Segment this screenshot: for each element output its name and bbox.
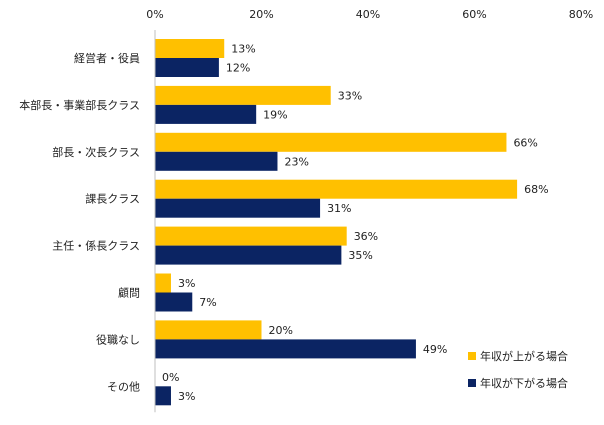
- data-label: 23%: [284, 155, 308, 168]
- category-axis: 経営者・役員本部長・事業部長クラス部長・次長クラス課長クラス主任・係長クラス顧問…: [19, 51, 140, 393]
- bar-increase: [155, 132, 507, 152]
- category-label: 部長・次長クラス: [52, 145, 140, 159]
- bar-decrease: [155, 104, 257, 124]
- bar-decrease: [155, 292, 193, 312]
- data-label: 7%: [199, 296, 216, 309]
- category-label: 経営者・役員: [74, 51, 140, 65]
- bar-decrease: [155, 198, 321, 218]
- category-label: 主任・係長クラス: [52, 240, 140, 253]
- category-label: 課長クラス: [85, 192, 140, 206]
- data-label: 3%: [178, 277, 195, 290]
- category-label: 本部長・事業部長クラス: [19, 98, 140, 112]
- bar-decrease: [155, 386, 171, 406]
- data-label: 20%: [269, 324, 293, 337]
- data-label: 35%: [348, 249, 372, 262]
- bar-increase: [155, 179, 518, 199]
- bar-increase: [155, 273, 171, 293]
- bar-decrease: [155, 245, 342, 265]
- bar-increase: [155, 39, 225, 58]
- legend-swatch: [468, 352, 476, 360]
- data-label: 31%: [327, 202, 351, 215]
- bar-increase: [155, 85, 331, 105]
- data-label: 0%: [162, 371, 179, 384]
- bar-decrease: [155, 151, 278, 171]
- data-label: 36%: [354, 230, 378, 243]
- x-tick-label: 40%: [356, 8, 380, 21]
- bar-increase: [155, 226, 347, 246]
- data-label: 12%: [226, 62, 250, 75]
- data-label: 19%: [263, 108, 287, 121]
- data-label: 68%: [524, 183, 548, 196]
- category-label: 役職なし: [96, 332, 140, 346]
- data-labels: 13% 12% 33% 19% 66% 23% 68% 31% 36% 35% 3% 7% 20% 49%…: [162, 43, 549, 403]
- legend-swatch: [468, 379, 476, 387]
- x-axis-ticks: 0% 20% 40% 60% 80%: [146, 8, 593, 21]
- data-label: 49%: [423, 343, 447, 356]
- bar-increase: [155, 320, 262, 340]
- legend-label: 年収が上がる場合: [480, 349, 568, 363]
- data-label: 66%: [513, 136, 537, 149]
- bar-decrease: [155, 339, 416, 359]
- category-label: 顧問: [118, 286, 140, 300]
- x-tick-label: 80%: [569, 8, 593, 21]
- legend-label: 年収が下がる場合: [480, 376, 568, 390]
- data-label: 13%: [231, 43, 255, 56]
- bar-series: [155, 39, 518, 406]
- x-tick-label: 20%: [249, 8, 273, 21]
- data-label: 3%: [178, 390, 195, 403]
- bar-decrease: [155, 58, 219, 77]
- data-label: 33%: [338, 89, 362, 102]
- x-tick-label: 0%: [146, 8, 163, 21]
- x-tick-label: 60%: [462, 8, 486, 21]
- category-label: その他: [107, 380, 140, 393]
